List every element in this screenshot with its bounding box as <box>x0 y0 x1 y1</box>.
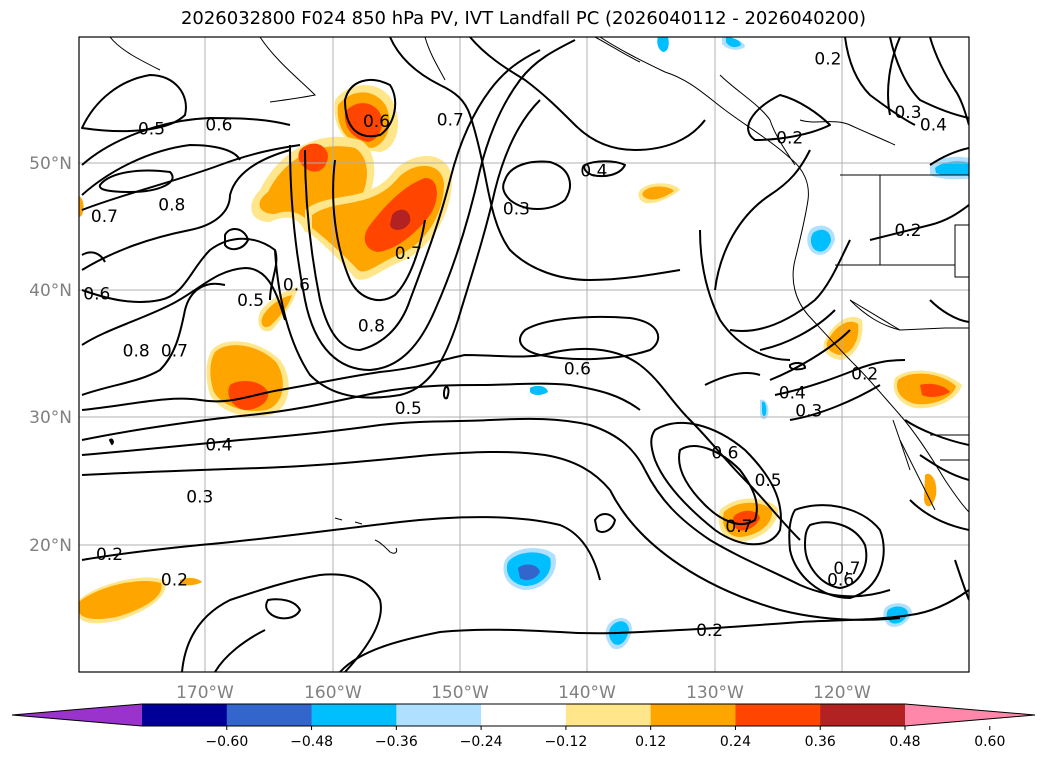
contour-label: 0.7 <box>395 244 422 264</box>
contour-labels: 0.5 0.6 0.6 0.70.80.70.70.30.40.6 0.50.60.80… <box>83 50 947 641</box>
contour-label: 0.6 <box>711 443 738 463</box>
colorbar-tick-label: 0.48 <box>889 734 920 750</box>
colorbar-tick-label: −0.36 <box>375 734 418 750</box>
contour-label: 0.4 <box>580 161 607 181</box>
contour-label: 0.7 <box>833 559 860 579</box>
colorbar-tick-label: −0.12 <box>544 734 587 750</box>
contour-label: 0.5 <box>755 471 782 491</box>
pv-contours <box>81 37 969 672</box>
lon-label: 120°W <box>813 683 871 703</box>
colorbar-swatch <box>142 704 228 726</box>
contour-label: 0.6 <box>827 570 854 590</box>
colorbar-swatch <box>820 704 906 726</box>
latitude-labels: 50°N 40°N 30°N 20°N <box>29 154 72 556</box>
contour-label: 0.7 <box>725 517 752 537</box>
contour-label: 0.3 <box>894 103 921 123</box>
contour-label: 0.2 <box>161 570 188 590</box>
contour-label: 0.4 <box>779 384 806 404</box>
contour-label: 0.2 <box>96 545 123 565</box>
pv-shading-positive <box>79 85 962 624</box>
colorbar-swatch <box>396 704 482 726</box>
colorbar-swatch <box>226 704 313 726</box>
map-frame <box>78 36 970 673</box>
coastlines <box>109 37 969 554</box>
contour-label: 0.5 <box>395 399 422 419</box>
contour-label: 0.7 <box>437 111 464 131</box>
lon-label: 130°W <box>686 683 744 703</box>
lat-label: 20°N <box>29 536 72 556</box>
colorbar-extend-low <box>12 704 142 726</box>
colorbar-swatch <box>311 704 397 726</box>
contour-label: 0.7 <box>161 342 188 362</box>
lon-label: 140°W <box>558 683 616 703</box>
contour-label: 0.2 <box>814 50 841 70</box>
contour-label: 0.3 <box>795 401 822 421</box>
lat-label: 40°N <box>29 281 72 301</box>
lon-label: 150°W <box>431 683 489 703</box>
colorbar-tick-label: 0.24 <box>720 734 751 750</box>
contour-label: 0.6 <box>205 116 232 136</box>
contour-label: 0.2 <box>696 621 723 641</box>
colorbar-swatch <box>735 704 821 726</box>
contour-label: 0.2 <box>851 365 878 385</box>
map-content: 0.5 0.6 0.6 0.70.80.70.70.30.40.6 0.50.60.80… <box>79 37 969 672</box>
contour-label: 0.8 <box>123 342 150 362</box>
contour-label: 0.6 <box>83 285 110 305</box>
colorbar-swatch <box>565 704 652 726</box>
colorbar-tick-label: 0.60 <box>974 734 1005 750</box>
lon-label: 170°W <box>176 683 234 703</box>
colorbar-tick-label: 0.36 <box>805 734 836 750</box>
contour-label: 0.2 <box>776 128 803 148</box>
colorbar: −0.60 −0.48 −0.36 −0.24 −0.12 0.12 0.24 0.36 0.4… <box>11 703 1036 750</box>
colorbar-swatch <box>481 704 567 726</box>
pv-shading-negative <box>503 37 969 650</box>
contour-label: 0.5 <box>138 119 165 139</box>
contour-label: 0.3 <box>503 199 530 219</box>
contour-label: 0.4 <box>205 436 232 456</box>
lat-label: 50°N <box>29 154 72 174</box>
map-title: 2026032800 F024 850 hPa PV, IVT Landfall… <box>180 8 867 29</box>
contour-label: 0.8 <box>158 196 185 216</box>
contour-label: 0.7 <box>91 207 118 227</box>
contour-label: 0.6 <box>363 112 390 132</box>
contour-label: 0.6 <box>283 276 310 296</box>
colorbar-extend-high <box>905 704 1035 726</box>
lat-label: 30°N <box>29 408 72 428</box>
contour-label: 0.8 <box>358 316 385 336</box>
colorbar-tick-label: −0.48 <box>290 734 333 750</box>
colorbar-tick-label: −0.24 <box>460 734 503 750</box>
lon-label: 160°W <box>304 683 362 703</box>
colorbar-outline <box>11 703 1036 727</box>
contour-label: 0.2 <box>894 221 921 241</box>
contour-label: 0.6 <box>564 360 591 380</box>
colorbar-tick-label: 0.12 <box>635 734 666 750</box>
contour-label: 0.5 <box>237 291 264 311</box>
contour-label: 0.3 <box>186 488 213 508</box>
colorbar-swatch <box>650 704 736 726</box>
longitude-labels: 170°W 160°W 150°W 140°W 130°W 120°W <box>176 683 871 703</box>
colorbar-tick-label: −0.60 <box>205 734 248 750</box>
contour-label: 0.4 <box>920 116 947 136</box>
